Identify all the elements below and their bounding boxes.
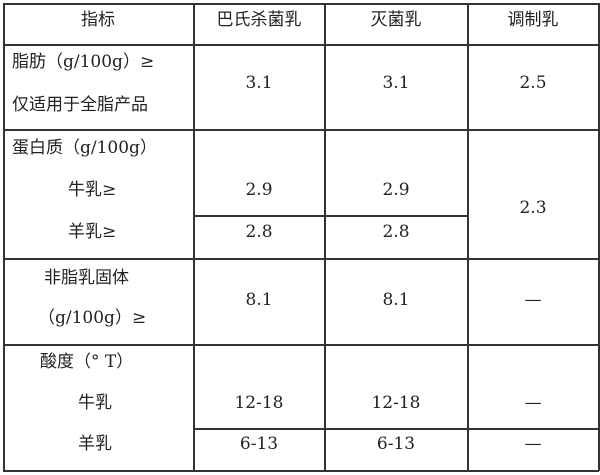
header-pasteurized: 巴氏杀菌乳 — [216, 10, 302, 30]
nonfat-solids-sterilized: 8.1 — [382, 290, 410, 310]
nonfat-solids-modified: — — [524, 290, 542, 310]
acidity-cow-label: 牛乳 — [78, 393, 112, 413]
acidity-goat-modified: — — [524, 434, 542, 454]
divider — [3, 44, 599, 46]
divider — [3, 258, 599, 260]
header-sterilized: 灭菌乳 — [370, 10, 422, 30]
nonfat-solids-label: 非脂乳固体 — [44, 268, 129, 288]
protein-cow-pasteurized: 2.9 — [245, 180, 273, 200]
divider — [3, 470, 599, 472]
fat-modified: 2.5 — [519, 73, 547, 93]
nonfat-solids-unit: （g/100g）≥ — [38, 308, 147, 328]
acidity-label: 酸度（° T） — [40, 352, 134, 372]
protein-cow-label: 牛乳≥ — [68, 180, 117, 200]
header-modified: 调制乳 — [507, 10, 559, 30]
nonfat-solids-pasteurized: 8.1 — [245, 290, 273, 310]
divider — [324, 3, 326, 471]
acidity-goat-sterilized: 6-13 — [376, 434, 416, 454]
divider — [467, 3, 469, 471]
fat-label-note: 仅适用于全脂产品 — [12, 95, 148, 115]
acidity-goat-pasteurized: 6-13 — [239, 434, 279, 454]
divider — [193, 215, 467, 217]
protein-goat-pasteurized: 2.8 — [245, 222, 273, 242]
acidity-goat-label: 羊乳 — [78, 434, 112, 454]
header-indicator: 指标 — [81, 10, 115, 30]
acidity-cow-modified: — — [524, 393, 542, 413]
protein-goat-label: 羊乳≥ — [68, 222, 117, 242]
protein-goat-sterilized: 2.8 — [382, 222, 410, 242]
divider — [193, 428, 599, 430]
divider — [3, 129, 599, 131]
divider — [3, 3, 599, 5]
divider — [3, 344, 599, 346]
protein-label: 蛋白质（g/100g） — [12, 138, 157, 158]
divider — [193, 3, 195, 471]
acidity-cow-pasteurized: 12-18 — [234, 393, 284, 413]
acidity-cow-sterilized: 12-18 — [371, 393, 421, 413]
divider — [598, 3, 600, 471]
protein-modified: 2.3 — [519, 198, 547, 218]
fat-sterilized: 3.1 — [382, 73, 410, 93]
fat-pasteurized: 3.1 — [245, 73, 273, 93]
fat-label: 脂肪（g/100g）≥ — [12, 52, 155, 72]
protein-cow-sterilized: 2.9 — [382, 180, 410, 200]
divider — [3, 3, 5, 471]
